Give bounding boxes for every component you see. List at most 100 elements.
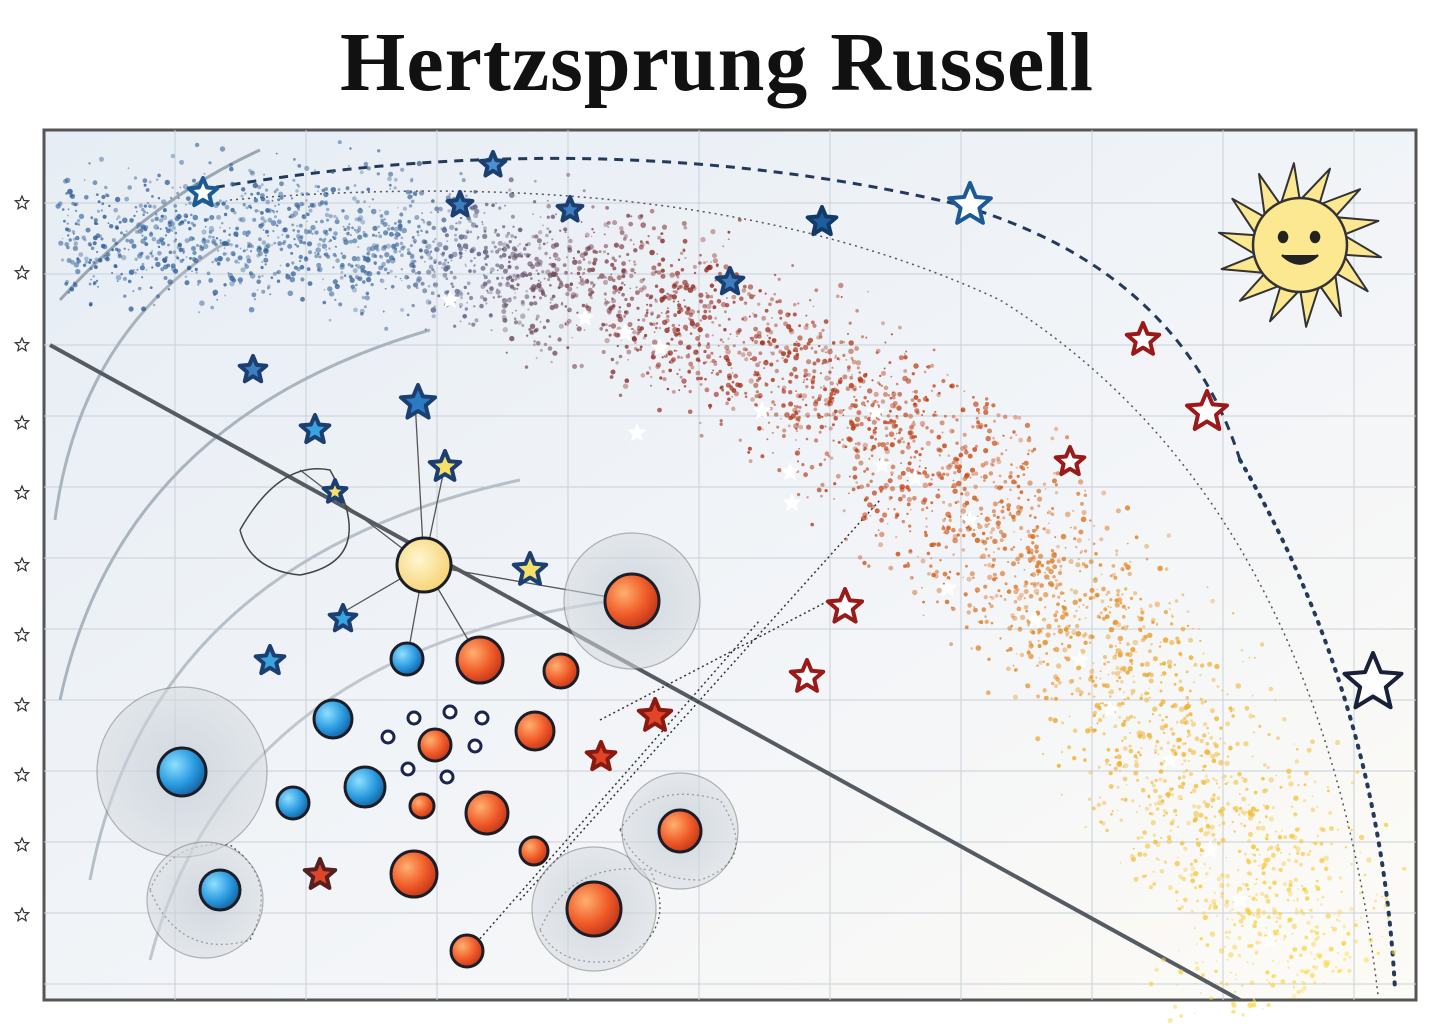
scatter-dot bbox=[806, 424, 812, 430]
scatter-dot bbox=[1113, 724, 1118, 729]
scatter-dot bbox=[980, 553, 987, 560]
scatter-dot bbox=[621, 274, 626, 279]
scatter-dot bbox=[115, 274, 122, 281]
scatter-dot bbox=[157, 173, 161, 178]
scatter-dot bbox=[469, 248, 475, 254]
scatter-dot bbox=[1008, 474, 1013, 479]
scatter-dot bbox=[1241, 984, 1244, 987]
scatter-dot bbox=[521, 324, 525, 327]
scatter-dot bbox=[831, 366, 834, 369]
white-star bbox=[905, 468, 925, 487]
scatter-dot bbox=[645, 293, 650, 298]
scatter-dot bbox=[1261, 910, 1267, 915]
scatter-dot bbox=[389, 188, 392, 190]
scatter-dot bbox=[1112, 572, 1116, 577]
scatter-dot bbox=[316, 262, 322, 268]
scatter-dot bbox=[1199, 673, 1202, 677]
scatter-dot bbox=[276, 219, 282, 225]
scatter-dot bbox=[95, 279, 99, 283]
scatter-dot bbox=[178, 247, 184, 253]
scatter-dot bbox=[1273, 932, 1277, 936]
scatter-dot bbox=[1330, 842, 1333, 846]
scatter-dot bbox=[639, 240, 643, 244]
scatter-dot bbox=[644, 313, 648, 318]
scatter-dot bbox=[953, 456, 958, 462]
scatter-dot bbox=[604, 276, 607, 279]
scatter-dot bbox=[250, 192, 254, 196]
scatter-dot bbox=[146, 201, 150, 205]
scatter-dot bbox=[508, 275, 513, 279]
scatter-dot bbox=[1013, 599, 1018, 604]
scatter-dot bbox=[623, 315, 626, 319]
scatter-dot bbox=[781, 388, 785, 391]
scatter-dot bbox=[901, 494, 906, 499]
scatter-dot bbox=[489, 271, 493, 274]
scatter-dot bbox=[1231, 919, 1234, 921]
scatter-dot bbox=[979, 555, 983, 559]
scatter-dot bbox=[352, 196, 357, 201]
scatter-dot bbox=[322, 229, 328, 235]
scatter-dot bbox=[926, 551, 931, 556]
scatter-dot bbox=[749, 336, 752, 339]
scatter-dot bbox=[905, 485, 910, 490]
scatter-dot bbox=[1005, 449, 1008, 451]
scatter-dot bbox=[1159, 836, 1163, 840]
scatter-dot bbox=[900, 437, 904, 441]
scatter-dot bbox=[208, 235, 212, 239]
scatter-dot bbox=[830, 456, 834, 460]
scatter-dot bbox=[63, 219, 66, 223]
scatter-dot bbox=[818, 462, 823, 467]
scatter-dot bbox=[925, 426, 929, 430]
scatter-dot bbox=[972, 447, 978, 452]
scatter-dot bbox=[1331, 969, 1335, 973]
scatter-dot bbox=[1190, 791, 1193, 794]
scatter-dot bbox=[1159, 868, 1165, 874]
scatter-dot bbox=[776, 359, 779, 363]
white-star bbox=[575, 308, 595, 327]
scatter-dot bbox=[1110, 812, 1113, 816]
scatter-dot bbox=[878, 485, 884, 491]
scatter-dot bbox=[96, 250, 99, 254]
scatter-dot bbox=[986, 690, 991, 695]
scatter-dot bbox=[431, 268, 435, 272]
scatter-dot bbox=[398, 223, 403, 228]
scatter-dot bbox=[1128, 731, 1131, 735]
scatter-dot bbox=[1157, 794, 1163, 800]
scatter-dot bbox=[390, 284, 395, 289]
scatter-dot bbox=[351, 255, 358, 262]
scatter-dot bbox=[212, 235, 215, 239]
scatter-dot bbox=[1072, 509, 1075, 513]
scatter-dot bbox=[447, 209, 451, 213]
scatter-dot bbox=[856, 410, 862, 416]
scatter-dot bbox=[291, 223, 295, 227]
scatter-dot bbox=[258, 247, 262, 251]
scatter-dot bbox=[1045, 632, 1051, 638]
scatter-dot bbox=[157, 197, 161, 200]
scatter-dot bbox=[327, 286, 333, 292]
scatter-dot bbox=[171, 230, 174, 232]
scatter-dot bbox=[842, 509, 846, 513]
scatter-dot bbox=[137, 228, 143, 234]
scatter-dot bbox=[194, 142, 200, 148]
scatter-dot bbox=[571, 336, 573, 339]
scatter-dot bbox=[805, 412, 811, 418]
scatter-dot bbox=[955, 441, 959, 445]
scatter-dot bbox=[277, 241, 283, 247]
scatter-dot bbox=[592, 249, 597, 254]
scatter-dot bbox=[392, 257, 396, 261]
scatter-dot bbox=[484, 202, 489, 207]
scatter-dot bbox=[1104, 525, 1110, 531]
scatter-dot bbox=[1323, 855, 1329, 861]
scatter-dot bbox=[1096, 802, 1102, 808]
scatter-dot bbox=[837, 440, 841, 444]
scatter-dot bbox=[506, 281, 510, 285]
scatter-dot bbox=[564, 283, 570, 289]
scatter-dot bbox=[409, 179, 414, 183]
scatter-dot bbox=[871, 472, 875, 476]
scatter-dot bbox=[753, 326, 758, 332]
scatter-dot bbox=[409, 254, 415, 260]
scatter-dot bbox=[1002, 434, 1005, 437]
scatter-dot bbox=[1105, 758, 1110, 763]
scatter-dot bbox=[498, 264, 505, 270]
scatter-dot bbox=[1144, 697, 1150, 703]
